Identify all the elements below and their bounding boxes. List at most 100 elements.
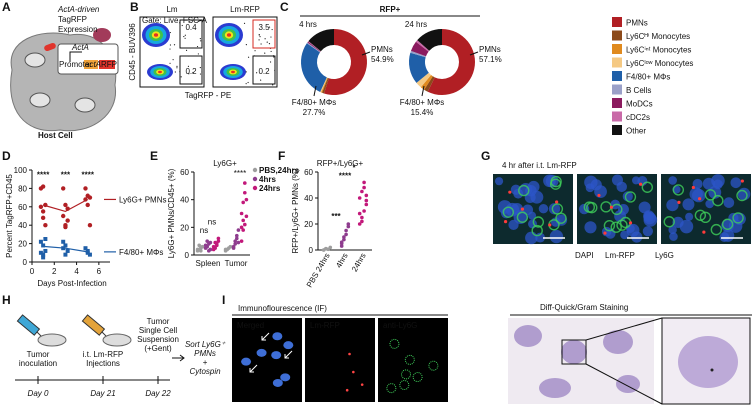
lm-rfp <box>548 223 552 227</box>
lm-rfp <box>360 383 364 386</box>
nucleus <box>548 203 561 215</box>
point <box>241 228 245 232</box>
nucleus <box>616 181 627 193</box>
nucleus <box>723 197 735 208</box>
point <box>342 235 346 239</box>
point <box>223 247 228 252</box>
point <box>43 223 48 228</box>
point <box>360 219 364 224</box>
nucleus <box>271 351 282 360</box>
panel-title: Diff-Quick/Gram Staining <box>540 303 628 312</box>
legend-label: PBS,24hrs <box>259 166 300 175</box>
donut-slice <box>424 76 435 92</box>
panel-letter: E <box>150 149 158 163</box>
event <box>243 22 246 24</box>
donut-slice <box>416 72 432 88</box>
event <box>256 72 258 74</box>
legend-label: 4hrs <box>259 175 276 184</box>
event <box>270 36 272 38</box>
final-step: Cytospin <box>189 367 221 376</box>
event <box>199 66 201 69</box>
cell <box>514 325 542 347</box>
point <box>197 243 201 248</box>
significance: *** <box>331 212 341 221</box>
donut-slice <box>415 40 430 52</box>
legend-label: 24hrs <box>259 184 281 193</box>
event <box>254 50 256 52</box>
axis-label: Ly6G+ PMNs/CD45+ (%) <box>167 168 176 258</box>
event <box>169 62 171 64</box>
y-tick-label: 60 <box>180 168 189 177</box>
callout-value: 27.7% <box>303 108 326 117</box>
point <box>239 239 244 243</box>
point <box>243 222 247 227</box>
point <box>239 225 244 230</box>
ly6g-ring <box>663 216 675 228</box>
event <box>180 76 182 78</box>
lm-rfp <box>597 193 601 198</box>
callout-name: PMNs <box>479 45 501 54</box>
axis-label: CD45 - BUV396 <box>128 23 137 81</box>
event <box>259 36 261 38</box>
point <box>199 249 203 253</box>
y-tick-label: 20 <box>304 220 313 229</box>
ly6g-ring <box>518 184 530 197</box>
point <box>244 214 249 219</box>
event <box>273 56 275 58</box>
ly6g-ring <box>531 224 543 237</box>
event <box>174 71 176 73</box>
event <box>269 61 272 63</box>
callout-name: F4/80+ MΦs <box>400 98 444 107</box>
point <box>235 236 239 241</box>
ly6g-ring <box>712 194 724 207</box>
day-label: Day 21 <box>90 389 115 398</box>
point <box>244 197 249 202</box>
donut-slice <box>308 29 334 52</box>
donut-slice <box>300 43 327 92</box>
nucleus <box>272 332 283 341</box>
bacterium <box>44 42 56 52</box>
nucleus <box>601 226 612 237</box>
point <box>83 246 88 251</box>
x-tick-label: 2 <box>52 267 57 276</box>
point <box>360 215 364 220</box>
lm-rfp <box>691 185 695 190</box>
ly6g-ring <box>386 383 397 394</box>
legend-label: MoDCs <box>626 100 653 109</box>
callout-value: 54.9% <box>371 55 394 64</box>
cell <box>678 336 738 388</box>
legend-label: DAPI <box>575 251 594 260</box>
point <box>236 240 241 245</box>
arrow <box>284 350 293 359</box>
point <box>87 195 93 200</box>
ly6g-ring <box>624 191 637 203</box>
arrow <box>261 332 270 341</box>
legend-swatch <box>612 44 622 54</box>
donut-title: 24 hrs <box>405 20 427 29</box>
legend-dot <box>252 185 258 191</box>
event <box>185 49 188 51</box>
lm-rfp <box>352 370 355 374</box>
axis-label: RFP+/Ly6G+ PMNs (%) <box>291 168 300 253</box>
panel-letter: G <box>481 149 490 163</box>
event <box>200 40 202 42</box>
point <box>208 240 213 245</box>
point <box>339 240 344 244</box>
ly6g-ring <box>399 380 410 391</box>
panel-title: 4 hr after i.t. Lm-RFP <box>502 161 577 170</box>
point <box>195 247 200 252</box>
nucleus <box>614 210 627 223</box>
legend-dot <box>252 167 258 173</box>
final-step: PMNs <box>194 349 216 358</box>
nucleus <box>643 210 655 222</box>
gate <box>252 19 276 49</box>
leader <box>361 51 371 56</box>
step-label: Tumor <box>27 350 50 359</box>
event <box>169 48 171 50</box>
nucleus <box>549 229 564 244</box>
y-tick-label: 0 <box>23 258 28 267</box>
point <box>200 244 205 249</box>
nucleus <box>528 219 538 229</box>
axis-label: TagRFP - PE <box>185 91 232 100</box>
nucleus <box>256 348 267 357</box>
